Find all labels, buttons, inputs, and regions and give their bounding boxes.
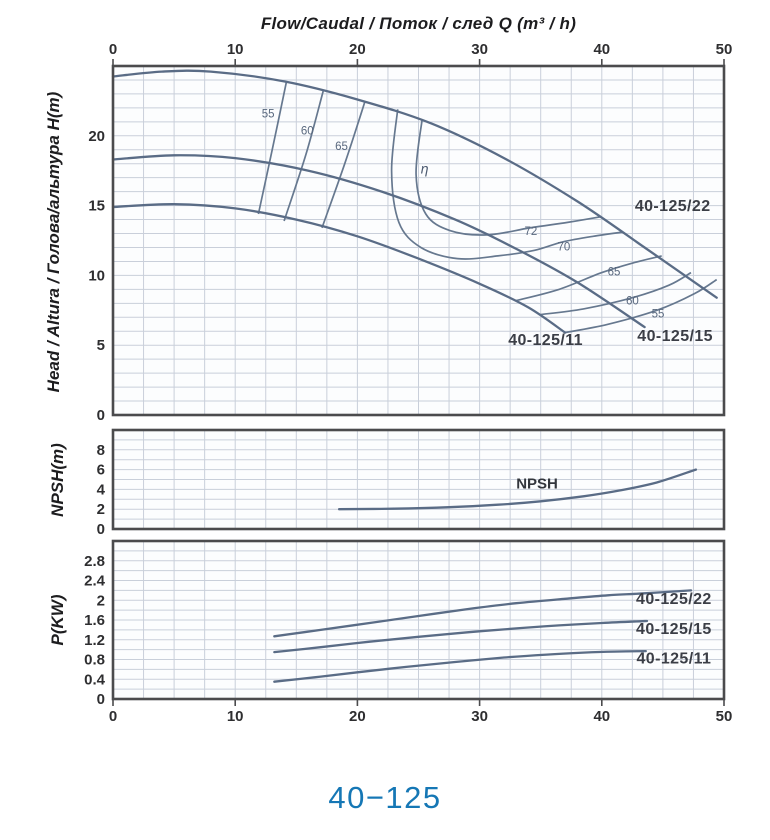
power-xtick-30: 30	[471, 708, 488, 725]
efficiency-contour-60	[540, 271, 692, 316]
npsh-ytick-6: 6	[97, 462, 105, 479]
power-panel: 40-125/22 40-125/15 40-125/11 0 0.4 0.8 1.2 1.6…	[84, 539, 733, 725]
head-xtick-40: 40	[593, 41, 610, 58]
annotation-40-12511: 40-125/11	[637, 650, 712, 667]
power-axis-title: P(KW)	[48, 594, 67, 646]
head-xtick-50: 50	[716, 41, 733, 58]
flow-axis-title: Flow/Caudal / Поток / след Q (m³ / h)	[260, 14, 577, 33]
power-ytick-0.4: 0.4	[84, 671, 106, 688]
head-xtick-20: 20	[349, 41, 366, 58]
annotation-65: 65	[608, 266, 621, 278]
npsh-border	[111, 428, 726, 531]
head-xtick-10: 10	[227, 41, 244, 58]
pump-curves-figure: 556065η727065605540-125/2240-125/1540-12…	[84, 41, 733, 725]
annotation-55: 55	[262, 109, 275, 121]
npsh-ytick-0: 0	[97, 521, 105, 538]
power-ytick-1.2: 1.2	[84, 632, 105, 649]
head-xtick-30: 30	[471, 41, 488, 58]
power-xtick-40: 40	[593, 708, 610, 725]
power-border	[111, 539, 726, 701]
head-xtick-0: 0	[109, 41, 117, 58]
efficiency-contour-65	[321, 102, 366, 229]
annotation-40-12515: 40-125/15	[636, 621, 712, 638]
head-ytick-0: 0	[97, 407, 105, 424]
annotation-60: 60	[626, 296, 639, 308]
power-ytick-0: 0	[97, 691, 105, 708]
npsh-ytick-8: 8	[97, 442, 105, 459]
curve-40-125-15	[111, 154, 646, 329]
power-xtick-50: 50	[716, 708, 733, 725]
head-ytick-20: 20	[88, 128, 105, 145]
efficiency-contour-65	[516, 255, 662, 302]
annotation-55: 55	[652, 308, 665, 320]
curve-40-125-11	[273, 649, 647, 683]
annotation-40-12515: 40-125/15	[637, 328, 713, 345]
head-ytick-10: 10	[88, 267, 105, 284]
annotation-40-12522: 40-125/22	[636, 591, 712, 608]
curve-40-125-15	[273, 619, 649, 654]
efficiency-contour-70	[390, 109, 623, 260]
power-ytick-2.8: 2.8	[84, 553, 105, 570]
power-ytick-2: 2	[97, 592, 105, 609]
npsh-panel: NPSH 0 2 4 6 8	[97, 428, 726, 538]
npsh-ytick-4: 4	[97, 481, 106, 498]
annotation-NPSH: NPSH	[516, 475, 558, 492]
pump-model-title: 40−125	[328, 780, 442, 815]
power-xtick-10: 10	[227, 708, 244, 725]
annotation-: η	[421, 160, 429, 176]
npsh-ytick-2: 2	[97, 501, 105, 518]
head-axis-title: Head / Altura / Голова/альтура H(m)	[44, 91, 63, 393]
annotation-72: 72	[525, 226, 538, 238]
power-ytick-1.6: 1.6	[84, 612, 105, 629]
power-ytick-0.8: 0.8	[84, 652, 105, 669]
annotation-65: 65	[335, 141, 348, 153]
annotation-60: 60	[301, 125, 314, 137]
annotation-40-12511: 40-125/11	[508, 332, 583, 349]
npsh-axis-title: NPSH(m)	[48, 443, 67, 517]
annotation-40-12522: 40-125/22	[635, 198, 711, 215]
curve-NPSH	[337, 468, 698, 511]
power-xtick-20: 20	[349, 708, 366, 725]
head-border	[111, 64, 726, 417]
efficiency-contour-60	[283, 90, 325, 222]
efficiency-contour-72	[415, 118, 601, 236]
curve-40-125-11	[111, 203, 567, 334]
efficiency-contour-55	[257, 81, 288, 215]
head-ytick-5: 5	[97, 337, 105, 354]
power-ytick-2.4: 2.4	[84, 573, 106, 590]
head-ytick-15: 15	[88, 198, 105, 215]
power-xtick-0: 0	[109, 708, 117, 725]
head-panel: 55 60 65 η 72 70 65 60 55 40-125/22 40-125/15 40-12…	[88, 41, 732, 424]
curve-40-125-22	[111, 69, 718, 299]
curve-40-125-22	[273, 589, 693, 638]
annotation-70: 70	[558, 241, 571, 253]
